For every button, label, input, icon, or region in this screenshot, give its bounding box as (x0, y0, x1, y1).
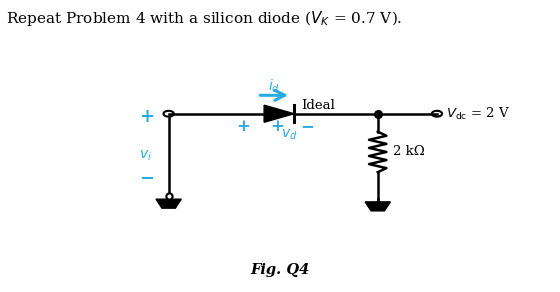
Text: −: − (300, 118, 314, 135)
Text: $i_d$: $i_d$ (268, 77, 281, 95)
Text: Fig. Q4: Fig. Q4 (250, 263, 310, 277)
Polygon shape (264, 105, 294, 122)
Text: 2 kΩ: 2 kΩ (393, 145, 424, 159)
Text: +: + (270, 118, 284, 135)
Text: $v_i$: $v_i$ (138, 148, 151, 163)
Text: +: + (139, 108, 155, 126)
Polygon shape (365, 202, 390, 211)
Text: +: + (237, 118, 250, 135)
Text: −: − (139, 170, 155, 188)
Text: Repeat Problem 4 with a silicon diode ($V_K$ = 0.7 V).: Repeat Problem 4 with a silicon diode ($… (6, 9, 402, 28)
Text: Ideal: Ideal (301, 99, 335, 112)
Polygon shape (156, 199, 181, 208)
Text: $v_d$: $v_d$ (281, 128, 297, 142)
Text: $V_{\mathrm{dc}}$ = 2 V: $V_{\mathrm{dc}}$ = 2 V (446, 106, 510, 122)
